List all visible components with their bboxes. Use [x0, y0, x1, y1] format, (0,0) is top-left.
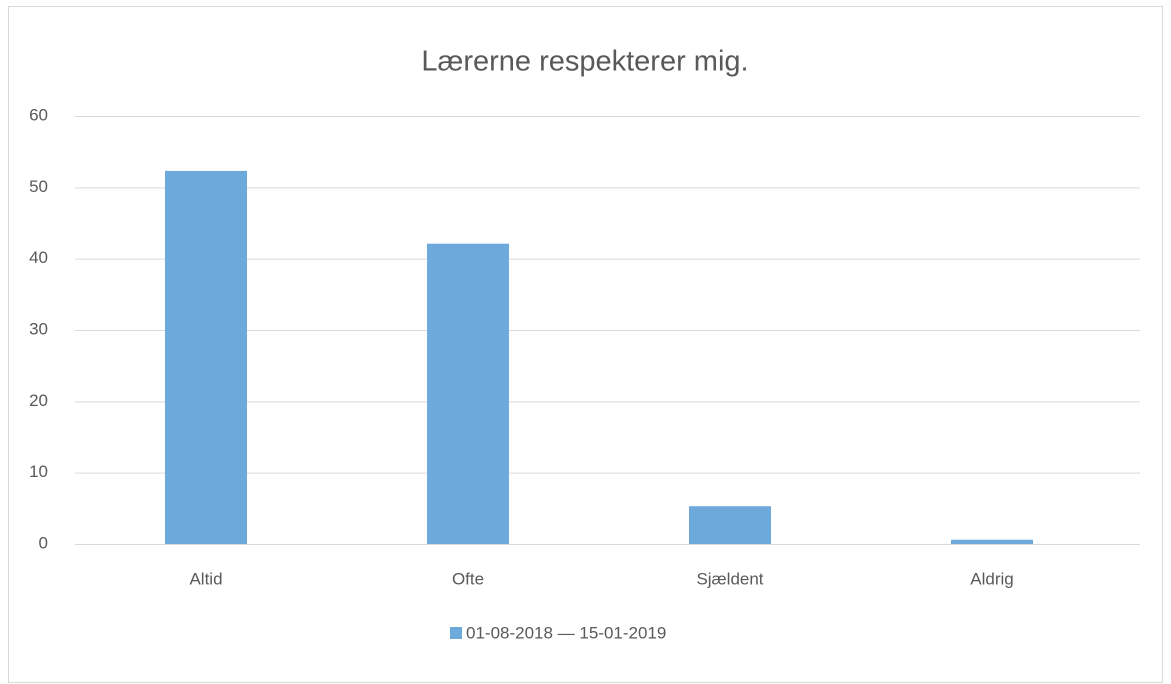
bar [951, 539, 1033, 544]
y-tick-label: 20 [29, 391, 48, 410]
y-tick-label: 10 [29, 462, 48, 481]
legend-swatch [450, 627, 462, 639]
y-tick-label: 60 [29, 105, 48, 124]
bar [427, 243, 509, 545]
x-tick-label: Ofte [452, 569, 484, 588]
y-tick-label: 50 [29, 177, 48, 196]
y-tick-label: 40 [29, 248, 48, 267]
bar [165, 170, 247, 544]
y-tick-label: 0 [39, 533, 48, 552]
x-tick-label: Sjældent [696, 569, 763, 588]
x-tick-label: Aldrig [970, 569, 1013, 588]
y-tick-label: 30 [29, 319, 48, 338]
x-tick-label: Altid [189, 569, 222, 588]
bar [689, 506, 771, 544]
legend-label: 01-08-2018 — 15-01-2019 [466, 623, 666, 642]
chart-title: Lærerne respekterer mig. [421, 46, 748, 78]
